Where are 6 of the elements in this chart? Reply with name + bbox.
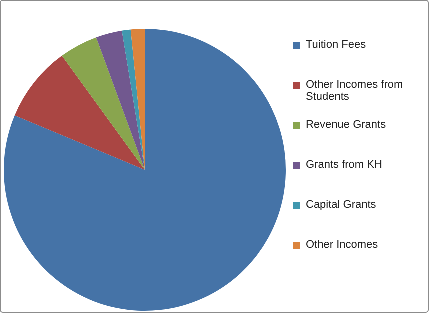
legend-label: Other Incomes from Students [306, 79, 404, 103]
legend-label: Revenue Grants [306, 119, 386, 131]
legend-label: Capital Grants [306, 199, 376, 211]
legend-label: Other Incomes [306, 239, 378, 251]
legend-label: Grants from KH [306, 159, 382, 171]
legend-label: Tuition Fees [306, 39, 366, 51]
